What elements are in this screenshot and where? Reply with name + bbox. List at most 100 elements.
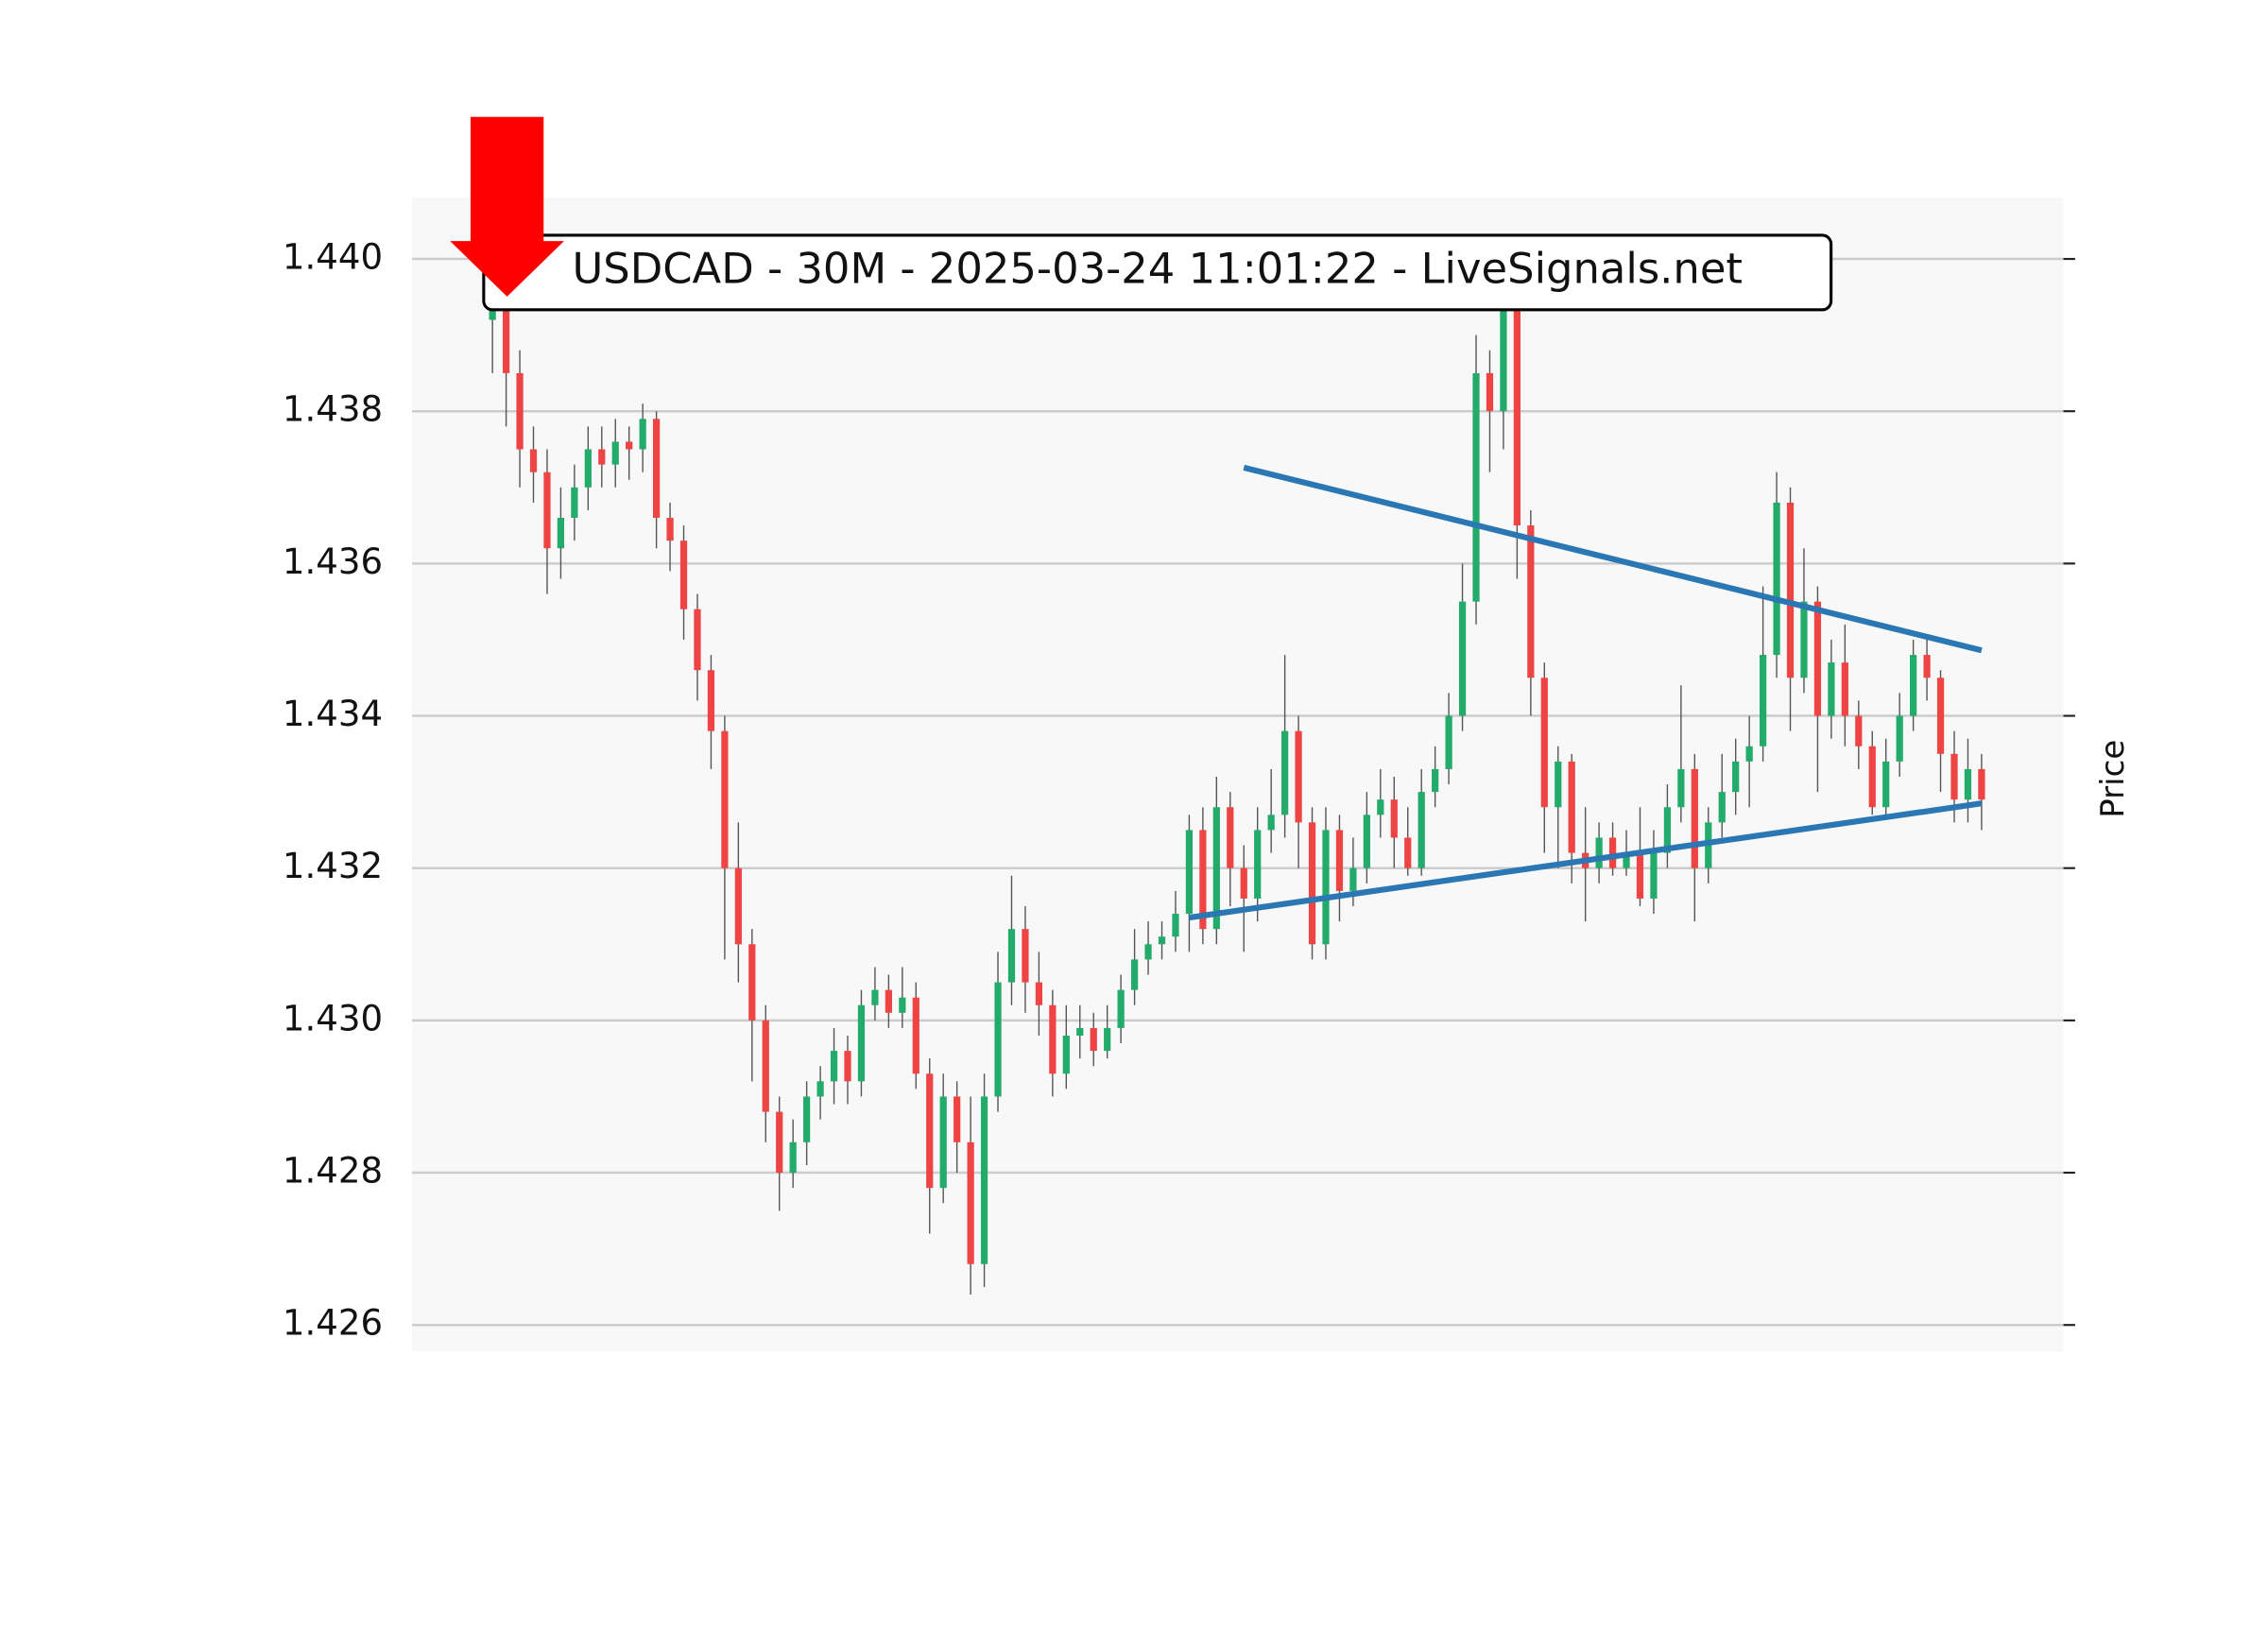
candle-body <box>1623 852 1630 868</box>
candle-body <box>1267 815 1275 831</box>
candle-body <box>857 1004 866 1082</box>
candle-body <box>1513 297 1521 526</box>
candle-body <box>1868 746 1876 808</box>
candle-body <box>1335 830 1344 891</box>
y-tick-label: 1.434 <box>283 694 383 734</box>
candle-body <box>571 487 578 519</box>
candle-body <box>639 419 646 450</box>
candle-body <box>1759 655 1767 746</box>
candle-body <box>1650 852 1658 899</box>
y-tick-label: 1.436 <box>283 541 383 582</box>
candle-body <box>734 867 742 945</box>
candle-body <box>1732 761 1740 793</box>
candle-body <box>1882 761 1890 808</box>
y-tick-label: 1.438 <box>283 389 383 430</box>
candle-body <box>980 1096 988 1264</box>
candle-body <box>803 1096 811 1142</box>
candle-body <box>1813 601 1822 716</box>
candle-body <box>1322 830 1330 945</box>
candle-body <box>1786 502 1795 678</box>
candle-body <box>1677 768 1685 808</box>
candle-body <box>557 518 565 549</box>
candle-body <box>1144 944 1152 960</box>
candle-body <box>707 670 715 731</box>
candle-body <box>1964 768 1972 800</box>
candle-body <box>954 1096 961 1142</box>
candle-body <box>1404 837 1412 868</box>
candle-body <box>1568 761 1575 853</box>
candle-body <box>1432 768 1439 793</box>
candle-body <box>652 419 661 519</box>
candle-body <box>899 997 906 1013</box>
candle-body <box>762 1020 769 1112</box>
candle-body <box>1308 822 1316 945</box>
candle-body <box>666 518 674 541</box>
candle-body <box>1718 792 1726 823</box>
candle-body <box>1458 601 1467 716</box>
candle-body <box>529 449 538 472</box>
candle-body <box>844 1051 851 1082</box>
candle-body <box>1049 1004 1057 1074</box>
candle-body <box>871 989 879 1005</box>
candle-body <box>939 1096 947 1189</box>
candle-body <box>1841 662 1848 716</box>
candle-body <box>789 1141 797 1174</box>
candle-body <box>967 1141 974 1264</box>
candle-body <box>1608 837 1617 868</box>
candle-body <box>1855 715 1863 746</box>
candle-body <box>1185 830 1194 915</box>
y-axis-label: Price <box>2094 740 2132 818</box>
candle-body <box>679 540 688 609</box>
candle-body <box>1486 372 1494 412</box>
candle-body <box>1377 799 1384 815</box>
candle-body <box>1104 1027 1111 1052</box>
candle-body <box>1555 761 1562 808</box>
candle-body <box>1227 807 1234 868</box>
candle-body <box>1472 372 1480 602</box>
trendlines <box>1188 464 1983 921</box>
plot-area <box>412 197 2064 1352</box>
candle-body <box>1636 852 1644 899</box>
candle-body <box>694 609 701 671</box>
y-tick-label: 1.426 <box>283 1303 383 1344</box>
candle-body <box>584 449 592 488</box>
candle-body <box>1773 502 1780 656</box>
candle-body <box>912 997 919 1074</box>
candle-body <box>1295 730 1302 823</box>
candle-body <box>1663 807 1672 853</box>
candle-body <box>1390 799 1398 838</box>
candle-body <box>1896 715 1903 762</box>
candle-body <box>1117 989 1125 1028</box>
candle-body <box>1172 914 1179 937</box>
arrow-shaft <box>470 116 544 243</box>
y-tick-label: 1.428 <box>283 1151 383 1192</box>
candle-body <box>626 441 633 450</box>
candle-body <box>611 441 619 465</box>
candle-body <box>1540 678 1548 808</box>
candle-body <box>1691 768 1698 868</box>
candle-body <box>1254 830 1262 899</box>
candle-body <box>1910 655 1917 716</box>
candle-body <box>1007 929 1016 983</box>
candle-body <box>1199 830 1207 930</box>
trendline <box>1243 464 1983 654</box>
candle-body <box>1936 678 1945 754</box>
candle-body <box>885 989 892 1013</box>
candle-body <box>1363 815 1370 868</box>
candle-body <box>1500 297 1507 412</box>
y-tick-label: 1.430 <box>283 998 383 1038</box>
y-tick-label: 1.440 <box>283 237 383 278</box>
candle-body <box>1281 730 1289 815</box>
candle-body <box>1978 768 1985 800</box>
candle-body <box>1158 936 1166 945</box>
candle-body <box>1745 746 1753 762</box>
candle-body <box>721 730 729 868</box>
y-tick-label: 1.432 <box>283 846 383 886</box>
candle-body <box>1022 929 1029 983</box>
candle-body <box>748 944 756 1021</box>
candle-body <box>1800 601 1808 678</box>
candle-body <box>502 297 510 373</box>
candle-body <box>1527 525 1535 678</box>
candle-body <box>1090 1027 1097 1052</box>
